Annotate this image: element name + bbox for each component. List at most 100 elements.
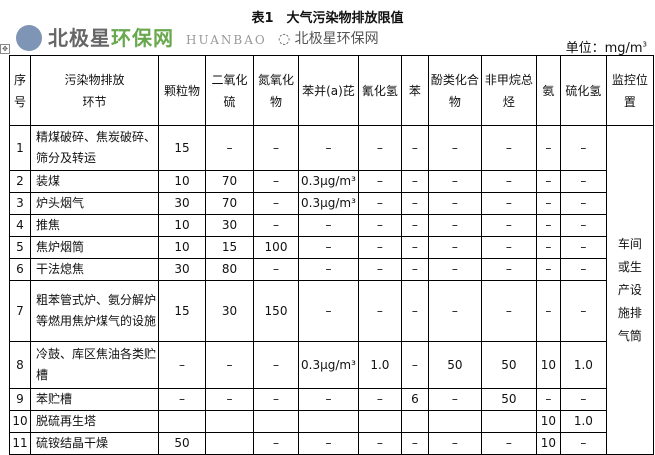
table-row: 5 焦炉烟筒 10 15 100– – – – – – – [9, 236, 654, 259]
column-header: 苯 [400, 55, 429, 126]
limit-value: 50 [158, 432, 206, 455]
limit-value: – [427, 170, 482, 193]
limit-value: – [559, 280, 607, 342]
limit-value: – [357, 258, 402, 281]
limit-value: – [535, 280, 561, 342]
limit-value: – [535, 170, 561, 193]
limit-value: 30 [205, 214, 254, 237]
limit-value: – [559, 192, 607, 215]
limit-value: – [427, 280, 482, 342]
limit-value: 50 [480, 341, 537, 389]
table-title: 表1 大气污染物排放限值 [251, 11, 404, 26]
table-row: 1 精煤破碎、焦炭破碎、筛分及转运 15– – – – – – – – – 车间或生产设施排气筒 [9, 125, 654, 455]
table-move-handle-icon[interactable]: ✥ [0, 44, 10, 54]
limit-value: – [357, 125, 402, 171]
table-row: 6 干法熄焦 30 80– – – – – – – – [9, 258, 654, 281]
limit-value [427, 410, 482, 433]
limit-value: 15 [158, 125, 206, 171]
table-row: 11 硫铵结晶干燥 50– – – – – –10– [9, 432, 654, 455]
watermark-latin: HUANBAO [186, 33, 267, 47]
limit-value: – [298, 432, 359, 455]
header-row: 序号 污染物排放环节 颗粒物 二氧化硫 氮氧化物 苯并(a)芘 氰化氢苯酚类化合物 非甲烷总烃… [9, 55, 654, 126]
column-header: 颗粒物 [158, 55, 206, 126]
limit-value: – [427, 214, 482, 237]
column-header: 氨 [535, 55, 561, 126]
limit-value: – [427, 125, 482, 171]
limit-value: 10 [158, 236, 206, 259]
row-number: 2 [9, 170, 31, 193]
column-header: 非甲烷总烃 [480, 55, 537, 126]
limit-value: – [559, 125, 607, 171]
limit-value: – [253, 341, 299, 389]
column-header: 氰化氢 [357, 55, 402, 126]
limit-value: 50 [427, 341, 482, 389]
limit-value: – [357, 280, 402, 342]
limit-value: – [253, 388, 299, 411]
limit-value: – [559, 388, 607, 411]
limit-value: – [298, 214, 359, 237]
limit-value: 70 [205, 170, 254, 193]
limit-value: – [253, 214, 299, 237]
emission-source: 苯贮槽 [30, 388, 159, 411]
emission-source: 干法熄焦 [30, 258, 159, 281]
limit-value [253, 410, 299, 433]
table-row: 10 脱硫再生塔 10 1.0 [9, 410, 654, 433]
column-header: 硫化氢 [559, 55, 607, 126]
table-row: 2 装煤 10 70–0.3μg/m³ – – – – – – [9, 170, 654, 193]
limit-value: – [535, 125, 561, 171]
limit-value: – [357, 388, 402, 411]
watermark-logo: 北极星环保网 HUANBAO ◌ 北极星环保网 [16, 24, 416, 54]
unit-label: 单位：mg/m3 [566, 37, 647, 56]
limit-value [298, 410, 359, 433]
emission-source: 炉头烟气 [30, 192, 159, 215]
row-number: 1 [9, 125, 31, 171]
limit-value: – [427, 432, 482, 455]
limit-value: 1.0 [559, 341, 607, 389]
limit-value: – [535, 388, 561, 411]
limit-value: – [357, 192, 402, 215]
limit-value: 10 [535, 341, 561, 389]
emission-source: 精煤破碎、焦炭破碎、筛分及转运 [30, 125, 159, 171]
limit-value: – [559, 258, 607, 281]
limit-value: – [298, 280, 359, 342]
limit-value: 10 [158, 214, 206, 237]
watermark-wechat: ◌ 北极星环保网 [278, 31, 379, 47]
limit-value [480, 410, 537, 433]
limit-value: – [400, 214, 429, 237]
limit-value: – [253, 432, 299, 455]
emission-source: 硫铵结晶干燥 [30, 432, 159, 455]
limit-value: 100 [253, 236, 299, 259]
column-header: 氮氧化物 [253, 55, 299, 126]
limit-value: 10 [535, 410, 561, 433]
row-number: 10 [9, 410, 31, 433]
limit-value: – [559, 214, 607, 237]
limit-value: 15 [158, 280, 206, 342]
emission-source: 推焦 [30, 214, 159, 237]
limit-value: – [535, 236, 561, 259]
limit-value: – [400, 258, 429, 281]
limit-value: – [559, 236, 607, 259]
limit-value [205, 432, 254, 455]
table-row: 4 推焦 10 30– – – – – – – – [9, 214, 654, 237]
limit-value: – [298, 125, 359, 171]
column-header: 酚类化合物 [427, 55, 482, 126]
limit-value: – [158, 341, 206, 389]
limit-value: – [535, 214, 561, 237]
limit-value: 80 [205, 258, 254, 281]
row-number: 9 [9, 388, 31, 411]
limit-value: – [253, 125, 299, 171]
limit-value: – [400, 125, 429, 171]
limit-value: 15 [205, 236, 254, 259]
limit-value: – [427, 258, 482, 281]
limit-value [357, 410, 402, 433]
limit-value: – [400, 341, 429, 389]
watermark-wechat-text: 北极星环保网 [294, 31, 379, 47]
limit-value: – [253, 170, 299, 193]
limit-value: – [205, 388, 254, 411]
limit-value: – [559, 170, 607, 193]
emission-source: 焦炉烟筒 [30, 236, 159, 259]
limit-value: – [480, 432, 537, 455]
limit-value: – [535, 258, 561, 281]
limit-value: – [559, 432, 607, 455]
limit-value: – [427, 236, 482, 259]
